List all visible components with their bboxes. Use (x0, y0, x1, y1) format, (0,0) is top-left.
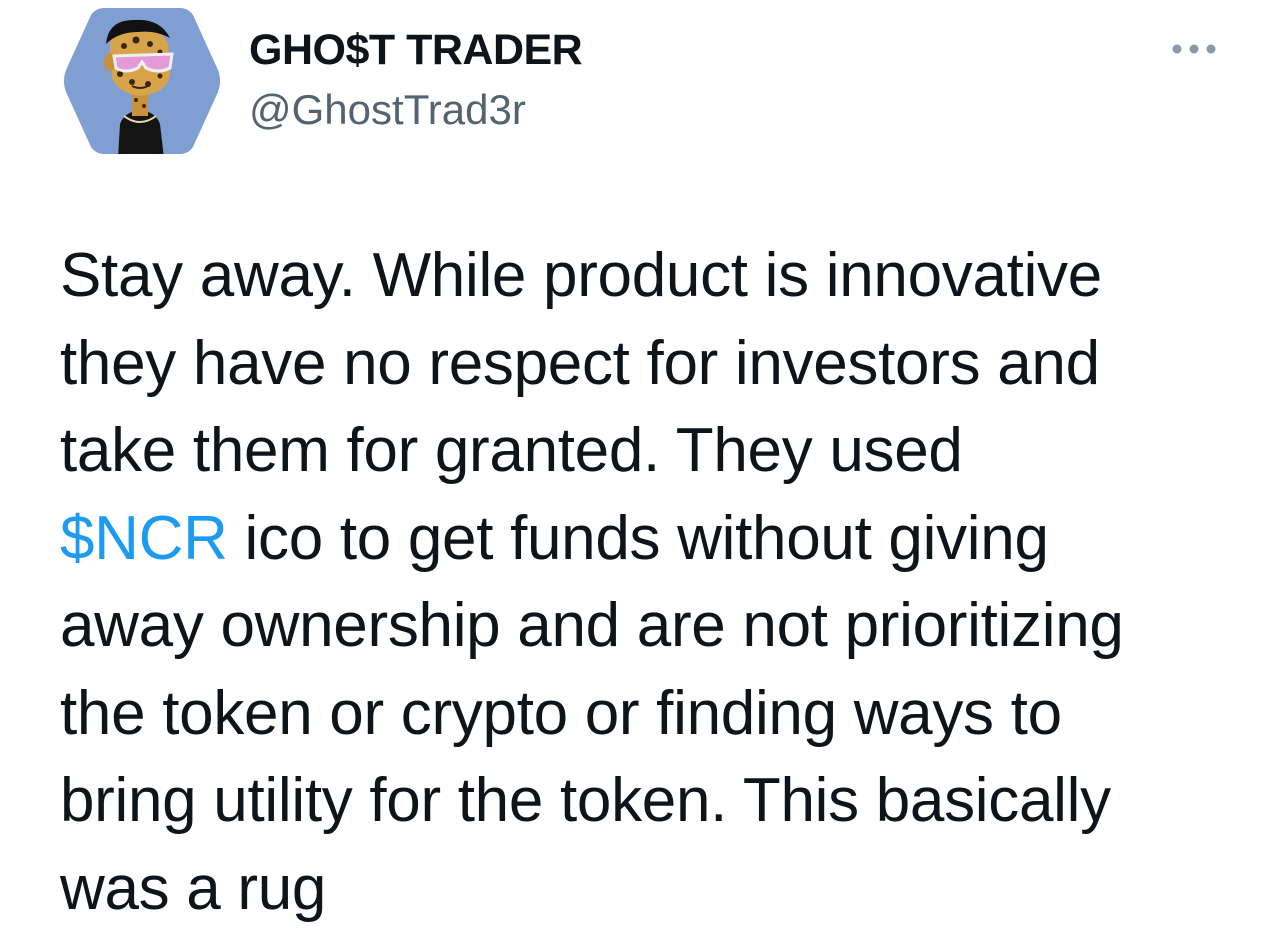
tweet-text-line: $NCR ico to get funds without giving (60, 495, 1250, 583)
hexagon-nft-avatar-icon (64, 8, 220, 154)
more-horizontal-icon (1172, 44, 1216, 54)
author-handle[interactable]: @GhostTrad3r (249, 86, 526, 133)
more-options-button[interactable] (1168, 34, 1220, 64)
tweet-text-line: bring utility for the token. This basica… (60, 766, 1111, 835)
tweet-text: Stay away. While product is innovative t… (60, 232, 1250, 932)
cashtag-link[interactable]: $NCR (60, 503, 228, 573)
tweet-text-line: the token or crypto or finding ways to (60, 678, 1062, 748)
tweet-text-line: take them for granted. They used (60, 416, 963, 485)
author-display-name[interactable]: GHO$T TRADER (249, 26, 583, 74)
tweet-text-line: they have no respect for investors and (60, 328, 1100, 398)
tweet-text-segment: ico to get funds without giving (227, 503, 1049, 573)
tweet-text-line: away ownership and are not prioritizing (60, 591, 1124, 660)
avatar[interactable] (60, 4, 224, 158)
tweet-text-line: was a rug (60, 853, 327, 923)
tweet-text-line: Stay away. While product is innovative (60, 241, 1102, 310)
